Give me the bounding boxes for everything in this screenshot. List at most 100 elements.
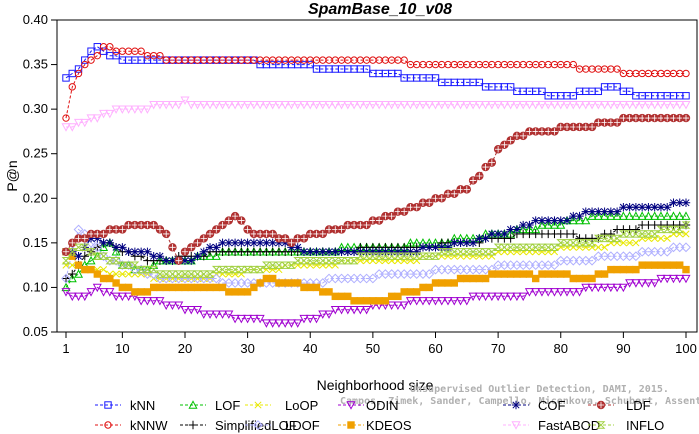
data-point	[450, 238, 459, 248]
data-point	[430, 100, 441, 110]
data-point	[231, 288, 239, 296]
data-point	[607, 265, 615, 274]
data-point	[612, 211, 622, 220]
data-point	[237, 216, 246, 225]
data-point	[569, 60, 577, 69]
data-point	[162, 283, 170, 292]
data-point	[682, 69, 690, 78]
data-point	[681, 221, 691, 229]
data-point	[456, 297, 466, 306]
data-point	[443, 248, 453, 256]
data-point	[606, 283, 616, 293]
series-line	[65, 224, 687, 275]
data-point	[118, 283, 127, 292]
legend: kNN kNNW LOF SimplifiedLOF LoOP LDOF ODIN KDEOS…	[95, 398, 664, 433]
data-point	[474, 292, 484, 302]
data-point	[531, 274, 540, 283]
data-point	[149, 265, 159, 274]
data-point	[299, 247, 309, 256]
data-point	[630, 251, 641, 262]
data-point	[525, 243, 534, 252]
data-point	[318, 310, 328, 319]
data-point	[205, 310, 215, 319]
data-point	[569, 211, 578, 221]
data-point	[125, 270, 133, 278]
data-point	[475, 171, 484, 181]
data-point	[443, 297, 453, 306]
data-point	[412, 100, 422, 110]
data-point	[306, 247, 315, 256]
data-point	[142, 105, 152, 114]
y-tick-label: 0.25	[23, 146, 48, 161]
data-point	[650, 203, 659, 212]
data-point	[287, 261, 296, 269]
data-point	[588, 274, 596, 283]
data-point	[387, 252, 397, 260]
x-tick-label: 1	[62, 341, 69, 356]
data-point	[337, 247, 346, 256]
data-point	[638, 261, 646, 269]
data-point	[218, 100, 228, 110]
data-point	[211, 251, 221, 260]
data-point	[137, 288, 145, 296]
data-point	[181, 283, 189, 292]
data-point	[318, 256, 328, 265]
data-point	[324, 256, 334, 265]
data-point	[299, 100, 309, 110]
data-point	[104, 401, 112, 409]
data-point	[662, 274, 672, 284]
data-point	[569, 92, 577, 100]
data-point	[268, 261, 278, 269]
data-point	[111, 256, 121, 265]
data-point	[192, 100, 203, 110]
data-point	[337, 292, 346, 301]
legend-item-simplifiedlof: SimplifiedLOF	[180, 418, 297, 433]
data-point	[381, 297, 390, 305]
y-tick-label: 0.35	[23, 57, 48, 72]
data-point	[236, 314, 246, 324]
data-point	[261, 319, 271, 328]
data-point	[311, 314, 322, 324]
y-tick-label: 0.40	[23, 12, 48, 27]
data-point	[544, 216, 553, 225]
data-point	[143, 265, 152, 274]
data-point	[68, 238, 77, 248]
data-point	[349, 256, 359, 265]
data-point	[618, 230, 628, 238]
data-point	[406, 247, 415, 256]
data-point	[287, 279, 296, 287]
data-point	[587, 211, 597, 220]
data-point	[474, 248, 484, 256]
data-point	[167, 301, 178, 311]
data-point	[525, 220, 534, 230]
data-point	[118, 243, 127, 252]
data-point	[67, 248, 77, 256]
data-point	[274, 234, 284, 243]
x-tick-label: 100	[675, 341, 697, 356]
data-point	[631, 230, 641, 238]
legend-label: LDF	[626, 398, 651, 413]
data-point	[549, 288, 560, 297]
data-point	[600, 118, 609, 127]
data-point	[99, 274, 108, 283]
data-point	[230, 100, 240, 110]
data-point	[286, 319, 296, 328]
data-point	[594, 207, 603, 216]
data-point	[168, 283, 177, 292]
data-point	[556, 220, 566, 229]
series-inflo	[61, 221, 691, 278]
data-point	[80, 243, 90, 252]
legend-item-inflo: INFLO	[588, 418, 664, 433]
data-point	[400, 288, 408, 296]
data-point	[256, 279, 264, 287]
data-point	[162, 256, 171, 265]
data-point	[643, 211, 653, 220]
data-point	[600, 283, 610, 293]
data-point	[149, 220, 158, 230]
legend-label: KDEOS	[366, 418, 412, 433]
data-point	[136, 265, 146, 274]
data-point	[449, 248, 459, 256]
data-point	[487, 248, 497, 256]
data-point	[613, 83, 621, 91]
data-point	[106, 274, 114, 283]
